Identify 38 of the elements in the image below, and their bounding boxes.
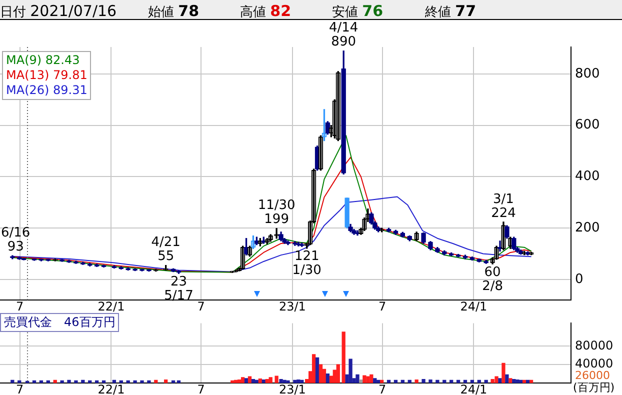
y-tick-label: 80000 xyxy=(575,338,614,352)
text: MA(9) 82.43 xyxy=(6,53,81,68)
y-tick-label: 800 xyxy=(575,66,600,82)
annotation: 121 1/30 xyxy=(292,249,322,278)
x-tick-label: 24/1 xyxy=(460,382,488,395)
y-tick-label: 0 xyxy=(575,272,584,287)
text: MA(13) 79.81 xyxy=(6,68,88,83)
y-tick-label: 600 xyxy=(575,118,600,133)
text: 終値 77 xyxy=(425,2,476,20)
annotation: 4/21 55 xyxy=(151,235,180,264)
x-tick-label: 22/1 xyxy=(98,299,125,314)
x-tick-label: 7 xyxy=(197,382,205,395)
text: MA(26) 89.31 xyxy=(6,83,88,98)
annotation: 3/1 224 xyxy=(491,192,516,221)
text: 安値 76 xyxy=(332,2,384,20)
x-tick-label: 7 xyxy=(16,382,24,395)
x-tick-label: 23/1 xyxy=(278,299,306,314)
y-tick-label: 400 xyxy=(575,169,600,184)
y-tick-label: 200 xyxy=(575,220,600,236)
text: 日付 2021/07/16 xyxy=(0,2,117,20)
y-axis-title: (百万円) xyxy=(573,380,615,395)
annotation: 23 5/17 xyxy=(164,274,194,304)
text: 26000 xyxy=(575,369,610,382)
x-tick-label: 22/1 xyxy=(98,382,125,395)
x-tick-label: 7 xyxy=(197,299,205,314)
x-tick-label: 24/1 xyxy=(460,299,488,314)
annotation: 60 2/8 xyxy=(482,264,504,294)
annotation: 6/16 93 xyxy=(0,225,30,254)
x-tick-label: 7 xyxy=(378,382,386,395)
x-tick-label: 7 xyxy=(16,299,24,314)
annotation: 11/30 199 xyxy=(258,198,296,228)
text: 高値 82 xyxy=(240,2,292,20)
chart-title: 売買代金 46百万円 xyxy=(0,313,120,332)
x-tick-label: 23/1 xyxy=(278,382,306,395)
y-tick-label: 40000 xyxy=(575,356,614,371)
text: 始値 78 xyxy=(148,2,200,20)
annotation: 4/14 890 xyxy=(328,20,358,50)
x-tick-label: 7 xyxy=(378,299,386,314)
